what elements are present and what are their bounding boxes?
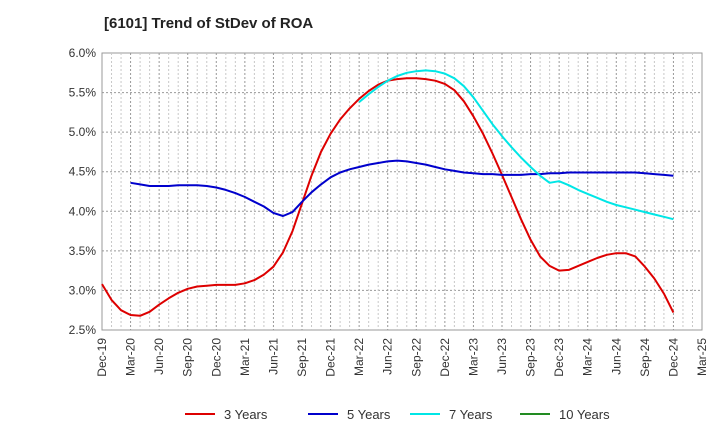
y-tick-label: 5.5%: [69, 86, 97, 100]
y-tick-label: 3.0%: [69, 283, 97, 297]
y-tick-label: 3.5%: [69, 244, 97, 258]
x-tick-label: Mar-21: [238, 338, 252, 376]
x-tick-label: Mar-25: [695, 338, 709, 376]
x-tick-label: Dec-22: [438, 338, 452, 377]
legend-label: 10 Years: [559, 407, 610, 422]
series-layer: [101, 69, 675, 317]
y-tick-label: 5.0%: [69, 125, 97, 139]
plot-area: [101, 52, 703, 331]
x-tick-label: Dec-24: [666, 338, 680, 377]
legend-label: 7 Years: [449, 407, 493, 422]
y-tick-label: 4.5%: [69, 165, 97, 179]
chart-title: [6101] Trend of StDev of ROA: [104, 15, 314, 32]
legend-item: 3 Years: [185, 407, 268, 422]
x-tick-label: Sep-21: [295, 338, 309, 377]
x-tick-label: Jun-21: [266, 338, 280, 375]
x-tick-label: Dec-20: [209, 338, 223, 377]
x-tick-label: Sep-20: [181, 338, 195, 377]
x-tick-label: Mar-23: [466, 338, 480, 376]
x-tick-label: Sep-23: [524, 338, 538, 377]
x-tick-label: Jun-22: [381, 338, 395, 375]
x-tick-label: Jun-23: [495, 338, 509, 375]
legend-item: 10 Years: [520, 407, 610, 422]
series-line-7-years: [358, 69, 674, 221]
series-line-5-years: [130, 159, 674, 217]
x-tick-label: Sep-22: [409, 338, 423, 377]
x-tick-label: Mar-20: [124, 338, 138, 376]
x-tick-label: Mar-22: [352, 338, 366, 376]
y-tick-label: 2.5%: [69, 323, 97, 337]
x-tick-label: Dec-21: [324, 338, 338, 377]
legend: 3 Years 5 Years 7 Years 10 Years: [185, 407, 610, 422]
x-tick-label: Mar-24: [581, 338, 595, 376]
y-tick-label: 6.0%: [69, 46, 97, 60]
legend-label: 5 Years: [347, 407, 391, 422]
x-tick-label: Dec-23: [552, 338, 566, 377]
y-tick-label: 4.0%: [69, 204, 97, 218]
x-tick-label: Jun-24: [609, 338, 623, 375]
x-tick-label: Sep-24: [638, 338, 652, 377]
axis-layer: 2.5% 3.0% 3.5% 4.0% 4.5% 5.0% 5.5% 6.0% Dec-19 Ma…: [69, 46, 709, 377]
x-tick-label: Jun-20: [152, 338, 166, 375]
legend-item: 5 Years: [308, 407, 391, 422]
x-tick-label: Dec-19: [95, 338, 109, 377]
legend-item: 7 Years: [410, 407, 493, 422]
legend-label: 3 Years: [224, 407, 268, 422]
